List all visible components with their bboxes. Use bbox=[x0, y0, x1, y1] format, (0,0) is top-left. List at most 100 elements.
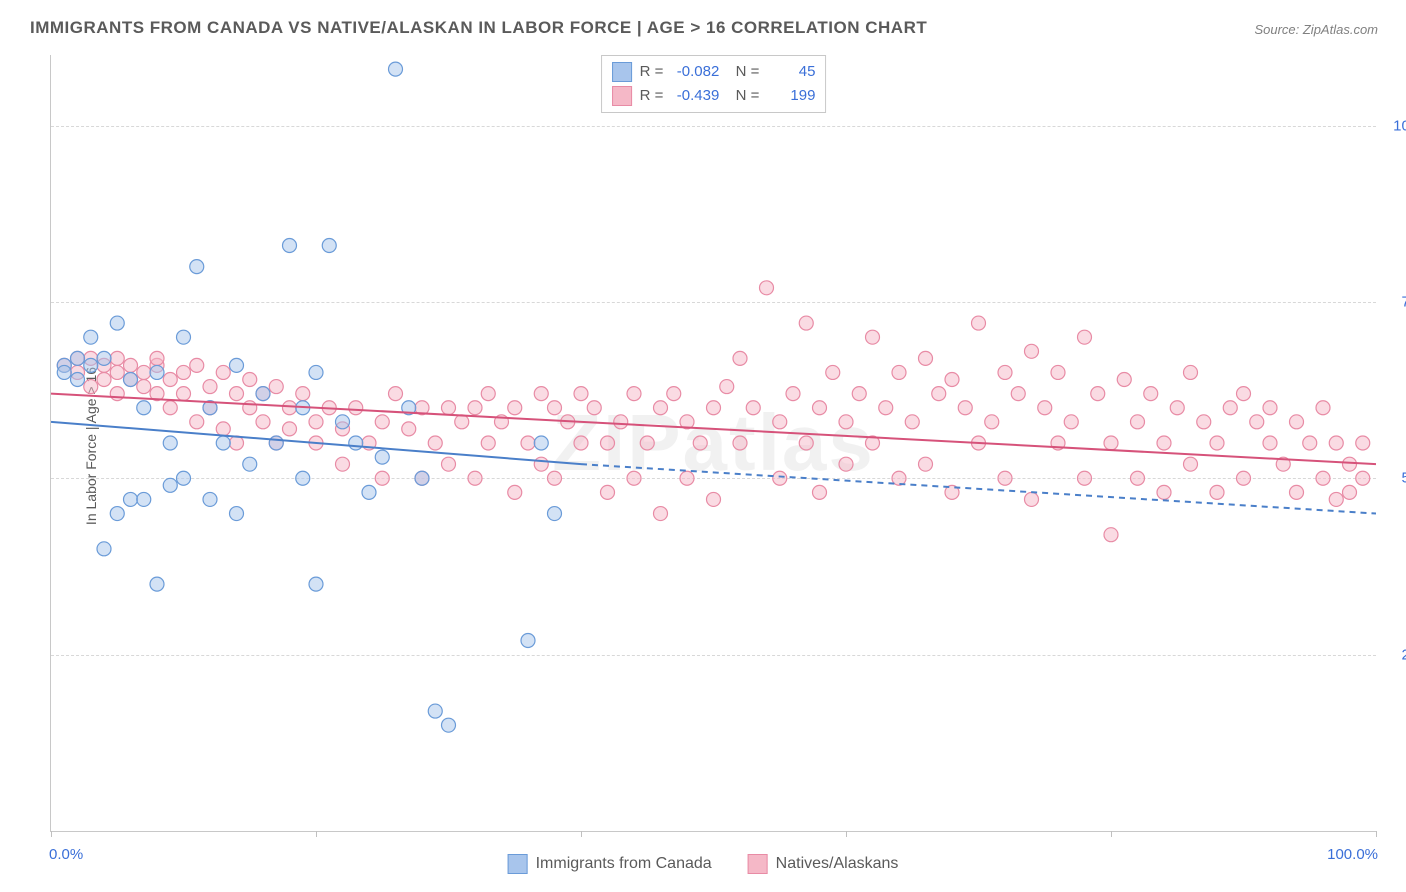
data-point bbox=[442, 457, 456, 471]
data-point bbox=[1131, 471, 1145, 485]
data-point bbox=[680, 471, 694, 485]
data-point bbox=[415, 471, 429, 485]
x-tick bbox=[1376, 831, 1377, 837]
data-point bbox=[190, 358, 204, 372]
data-point bbox=[177, 387, 191, 401]
data-point bbox=[71, 351, 85, 365]
data-point bbox=[375, 415, 389, 429]
data-point bbox=[707, 492, 721, 506]
data-point bbox=[110, 316, 124, 330]
data-point bbox=[693, 436, 707, 450]
data-point bbox=[1329, 492, 1343, 506]
data-point bbox=[1290, 415, 1304, 429]
data-point bbox=[1078, 330, 1092, 344]
data-point bbox=[296, 471, 310, 485]
data-point bbox=[336, 415, 350, 429]
data-point bbox=[972, 316, 986, 330]
data-point bbox=[150, 577, 164, 591]
plot-area: ZIPatlas R =-0.082 N =45 R =-0.439 N =19… bbox=[50, 55, 1376, 832]
data-point bbox=[892, 365, 906, 379]
data-point bbox=[455, 415, 469, 429]
data-point bbox=[269, 380, 283, 394]
data-point bbox=[230, 436, 244, 450]
data-point bbox=[216, 365, 230, 379]
data-point bbox=[216, 422, 230, 436]
data-point bbox=[1329, 436, 1343, 450]
x-axis-max-label: 100.0% bbox=[1327, 846, 1378, 863]
data-point bbox=[733, 351, 747, 365]
data-point bbox=[667, 387, 681, 401]
data-point bbox=[614, 415, 628, 429]
data-point bbox=[84, 358, 98, 372]
legend-label-b: Natives/Alaskans bbox=[776, 855, 899, 873]
data-point bbox=[1237, 471, 1251, 485]
data-point bbox=[1210, 436, 1224, 450]
data-point bbox=[508, 401, 522, 415]
data-point bbox=[799, 316, 813, 330]
data-point bbox=[508, 485, 522, 499]
data-point bbox=[243, 457, 257, 471]
data-point bbox=[57, 365, 71, 379]
r-value-b: -0.439 bbox=[671, 84, 719, 108]
data-point bbox=[481, 436, 495, 450]
data-point bbox=[1210, 485, 1224, 499]
data-point bbox=[336, 457, 350, 471]
data-point bbox=[216, 436, 230, 450]
data-point bbox=[1343, 485, 1357, 499]
data-point bbox=[1316, 401, 1330, 415]
data-point bbox=[84, 380, 98, 394]
data-point bbox=[813, 401, 827, 415]
y-tick-label: 25.0% bbox=[1384, 646, 1406, 663]
data-point bbox=[746, 401, 760, 415]
data-point bbox=[428, 704, 442, 718]
data-point bbox=[852, 387, 866, 401]
legend-label-a: Immigrants from Canada bbox=[536, 855, 712, 873]
data-point bbox=[919, 351, 933, 365]
data-point bbox=[1250, 415, 1264, 429]
data-point bbox=[110, 387, 124, 401]
data-point bbox=[177, 471, 191, 485]
x-tick bbox=[581, 831, 582, 837]
data-point bbox=[1223, 401, 1237, 415]
data-point bbox=[1290, 485, 1304, 499]
data-point bbox=[1356, 436, 1370, 450]
data-point bbox=[1051, 365, 1065, 379]
data-point bbox=[654, 507, 668, 521]
legend-item-b: Natives/Alaskans bbox=[748, 854, 899, 874]
data-point bbox=[349, 401, 363, 415]
data-point bbox=[230, 358, 244, 372]
data-point bbox=[163, 436, 177, 450]
data-point bbox=[137, 401, 151, 415]
data-point bbox=[1197, 415, 1211, 429]
data-point bbox=[349, 436, 363, 450]
data-point bbox=[839, 415, 853, 429]
data-point bbox=[826, 365, 840, 379]
data-point bbox=[442, 718, 456, 732]
data-point bbox=[574, 387, 588, 401]
data-point bbox=[269, 436, 283, 450]
data-point bbox=[1025, 344, 1039, 358]
data-point bbox=[442, 401, 456, 415]
y-tick-label: 75.0% bbox=[1384, 293, 1406, 310]
data-point bbox=[773, 415, 787, 429]
data-point bbox=[601, 436, 615, 450]
data-point bbox=[163, 478, 177, 492]
data-point bbox=[773, 471, 787, 485]
data-point bbox=[375, 450, 389, 464]
legend-row-series-a: R =-0.082 N =45 bbox=[612, 60, 816, 84]
data-point bbox=[468, 471, 482, 485]
data-point bbox=[389, 387, 403, 401]
data-point bbox=[548, 401, 562, 415]
data-point bbox=[124, 373, 138, 387]
data-point bbox=[640, 436, 654, 450]
data-point bbox=[163, 373, 177, 387]
data-point bbox=[283, 422, 297, 436]
data-point bbox=[137, 380, 151, 394]
n-value-a: 45 bbox=[767, 60, 815, 84]
n-value-b: 199 bbox=[767, 84, 815, 108]
data-point bbox=[163, 401, 177, 415]
data-point bbox=[97, 351, 111, 365]
y-tick-label: 100.0% bbox=[1384, 117, 1406, 134]
data-point bbox=[521, 634, 535, 648]
legend-swatch-bottom-a bbox=[508, 854, 528, 874]
